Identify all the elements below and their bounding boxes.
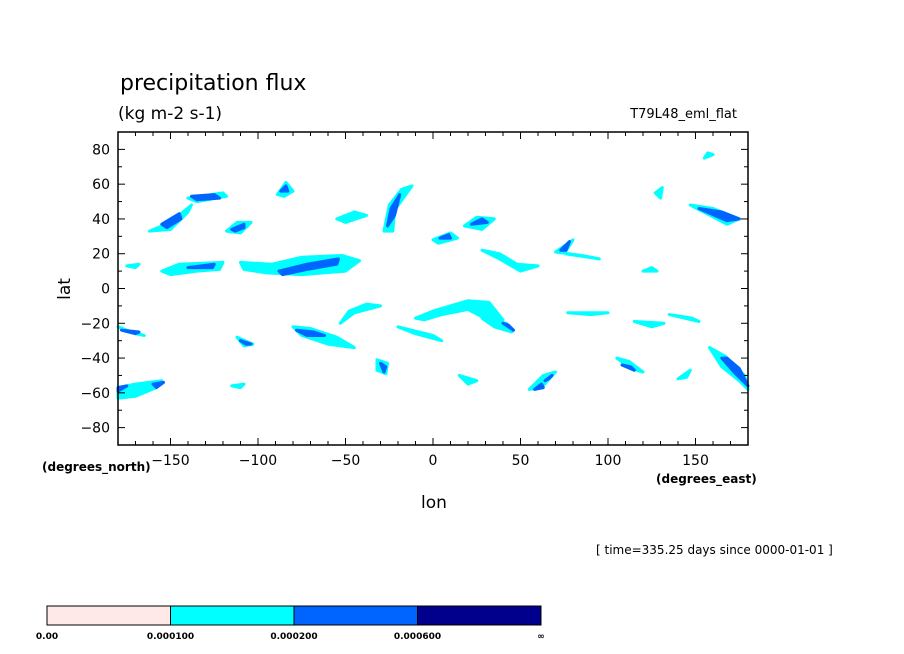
precip-region-level-2: [186, 262, 216, 270]
precip-region-level-1: [632, 320, 666, 329]
precipitation-field: [116, 151, 750, 400]
precip-region-level-2: [533, 382, 545, 391]
y-tick-label: 0: [101, 282, 110, 298]
precip-region-level-2: [279, 184, 290, 193]
x-tick-label: 50: [512, 453, 530, 469]
colorbar-swatch: [170, 605, 295, 626]
units-subtitle: (kg m-2 s-1): [118, 104, 222, 124]
precip-region-level-2: [295, 328, 326, 337]
precip-region-level-1: [457, 373, 479, 386]
colorbar-label: ∞: [537, 632, 545, 642]
y-tick-label: −40: [80, 351, 110, 367]
plot-frame: [117, 131, 749, 446]
y-axis-title: lat: [55, 278, 75, 300]
run-label: T79L48_eml_flat: [629, 107, 737, 122]
precip-region-level-1: [667, 313, 701, 323]
precip-region-level-2: [720, 356, 750, 388]
x-tick-label: 0: [429, 453, 438, 469]
precip-region-level-1: [338, 302, 382, 325]
precip-region-level-1: [641, 266, 659, 273]
x-tick-label: −150: [151, 453, 189, 469]
precip-region-level-2: [543, 373, 554, 383]
precip-region-level-2: [559, 240, 571, 252]
x-axis-title: lon: [421, 493, 447, 513]
precip-region-level-2: [438, 233, 452, 240]
precip-region-level-2: [620, 363, 636, 372]
precip-region-level-2: [190, 193, 221, 202]
precip-region-level-1: [125, 262, 141, 270]
precip-region-level-1: [480, 248, 540, 273]
x-tick-label: −100: [239, 453, 277, 469]
y-tick-label: 60: [92, 177, 110, 193]
y-tick-label: 40: [92, 212, 110, 228]
precip-region-level-1: [702, 151, 715, 160]
precip-region-level-2: [277, 257, 340, 277]
precip-region-level-1: [396, 325, 444, 343]
precip-region-level-1: [566, 311, 610, 317]
precip-region-level-2: [230, 222, 246, 233]
y-tick-label: −80: [80, 421, 110, 437]
precip-region-level-1: [480, 316, 514, 334]
precip-region-level-2: [160, 212, 183, 230]
precip-region-level-1: [230, 382, 246, 390]
precip-region-level-1: [653, 186, 664, 200]
y-units-label: (degrees_north): [42, 460, 151, 475]
colorbar: 0.00 0.000100 0.000200 0.000600 ∞: [36, 605, 545, 642]
precip-region-level-2: [470, 217, 489, 226]
precip-region-level-2: [151, 380, 165, 390]
colorbar-swatch: [417, 605, 542, 626]
x-tick-label: 150: [682, 453, 709, 469]
colorbar-label: 0.000100: [147, 632, 194, 642]
precip-region-level-2: [379, 361, 388, 374]
colorbar-label: 0.000200: [270, 632, 317, 642]
y-tick-label: −60: [80, 386, 110, 402]
axis-ticks: −150 −100 −50 0 50 100 150 80 60 40 20 0 −20 −40 −60 −8…: [80, 132, 748, 469]
x-tick-label: −50: [331, 453, 361, 469]
precip-region-level-1: [335, 210, 368, 224]
y-tick-label: 80: [92, 142, 110, 158]
precip-region-level-1: [676, 368, 692, 381]
colorbar-label: 0.000600: [394, 632, 441, 642]
precip-region-level-2: [239, 339, 253, 346]
x-tick-label: 100: [595, 453, 622, 469]
chart-title: precipitation flux: [120, 71, 306, 96]
colorbar-swatch: [46, 605, 171, 626]
precip-region-level-2: [501, 321, 515, 332]
precip-region-level-2: [697, 207, 741, 223]
precip-region-level-2: [386, 193, 402, 228]
precip-region-level-1: [708, 346, 750, 391]
y-tick-label: −20: [80, 316, 110, 332]
colorbar-swatch: [293, 605, 418, 626]
colorbar-label: 0.00: [36, 632, 58, 642]
time-label: [ time=335.25 days since 0000-01-01 ]: [596, 543, 833, 557]
x-units-label: (degrees_east): [656, 472, 757, 487]
precip-region-level-2: [120, 328, 141, 336]
y-tick-label: 20: [92, 247, 110, 263]
